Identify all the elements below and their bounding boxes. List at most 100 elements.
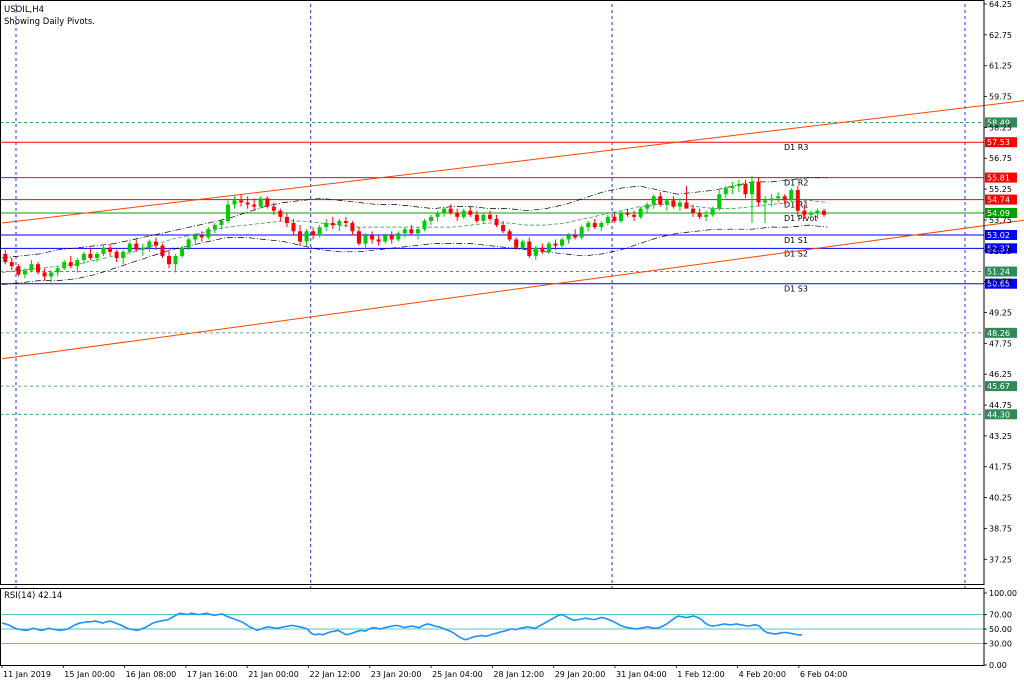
candle-body[interactable] bbox=[9, 262, 14, 267]
candle-body[interactable] bbox=[769, 198, 774, 201]
candle-body[interactable] bbox=[429, 216, 434, 221]
candle-body[interactable] bbox=[533, 247, 538, 256]
candle-body[interactable] bbox=[396, 233, 401, 240]
candle-body[interactable] bbox=[573, 235, 578, 238]
candle-body[interactable] bbox=[566, 235, 571, 240]
candle-body[interactable] bbox=[560, 239, 565, 246]
candle-body[interactable] bbox=[592, 223, 597, 228]
candle-body[interactable] bbox=[507, 231, 512, 240]
candle-body[interactable] bbox=[330, 223, 335, 226]
candle-body[interactable] bbox=[776, 196, 781, 199]
candle-body[interactable] bbox=[677, 202, 682, 207]
price-axis[interactable]: 58.49 51.24 48.26 45.67 44.30 57.53 55.81 54.74… bbox=[984, 0, 1017, 670]
candle-body[interactable] bbox=[638, 208, 643, 217]
candle-body[interactable] bbox=[311, 231, 316, 236]
candle-body[interactable] bbox=[743, 183, 748, 195]
candle-body[interactable] bbox=[304, 231, 309, 242]
candle-body[interactable] bbox=[49, 272, 54, 277]
candle-body[interactable] bbox=[704, 214, 709, 217]
candle-body[interactable] bbox=[402, 229, 407, 234]
candle-body[interactable] bbox=[324, 223, 329, 228]
candle-body[interactable] bbox=[605, 216, 610, 224]
candle-body[interactable] bbox=[265, 198, 270, 207]
candle-body[interactable] bbox=[101, 247, 106, 254]
candle-body[interactable] bbox=[173, 255, 178, 265]
candle-body[interactable] bbox=[245, 202, 250, 205]
candle-body[interactable] bbox=[749, 181, 754, 195]
candle-body[interactable] bbox=[383, 235, 388, 242]
candle-body[interactable] bbox=[212, 225, 217, 230]
candle-body[interactable] bbox=[586, 223, 591, 228]
candle-body[interactable] bbox=[140, 247, 145, 250]
candle-body[interactable] bbox=[625, 212, 630, 215]
candle-body[interactable] bbox=[153, 241, 158, 246]
candle-body[interactable] bbox=[782, 196, 787, 201]
candle-body[interactable] bbox=[298, 231, 303, 242]
candle-body[interactable] bbox=[540, 247, 545, 252]
candle-body[interactable] bbox=[599, 223, 604, 228]
candle-body[interactable] bbox=[710, 208, 715, 215]
candle-body[interactable] bbox=[514, 239, 519, 248]
candle-body[interactable] bbox=[664, 200, 669, 205]
candles-layer[interactable] bbox=[3, 175, 827, 283]
candle-body[interactable] bbox=[736, 183, 741, 187]
candle-body[interactable] bbox=[808, 212, 813, 215]
candle-body[interactable] bbox=[481, 214, 486, 221]
candle-body[interactable] bbox=[55, 268, 60, 273]
candle-body[interactable] bbox=[448, 208, 453, 213]
candle-body[interactable] bbox=[114, 251, 119, 258]
rsi-panel[interactable]: RSI(14) 42.14 bbox=[0, 588, 984, 665]
candle-body[interactable] bbox=[225, 204, 230, 221]
candle-body[interactable] bbox=[278, 210, 283, 217]
candle-body[interactable] bbox=[42, 272, 47, 277]
candle-body[interactable] bbox=[527, 241, 532, 256]
candle-body[interactable] bbox=[284, 216, 289, 224]
candle-body[interactable] bbox=[108, 247, 113, 252]
candle-body[interactable] bbox=[455, 212, 460, 217]
candle-body[interactable] bbox=[180, 247, 185, 256]
candle-body[interactable] bbox=[68, 262, 73, 267]
candle-body[interactable] bbox=[88, 253, 93, 258]
candle-body[interactable] bbox=[579, 227, 584, 238]
candle-body[interactable] bbox=[376, 239, 381, 242]
candle-body[interactable] bbox=[474, 214, 479, 221]
candle-body[interactable] bbox=[29, 264, 34, 271]
candle-body[interactable] bbox=[160, 245, 165, 256]
candle-body[interactable] bbox=[697, 212, 702, 217]
candle-body[interactable] bbox=[121, 251, 126, 258]
candle-body[interactable] bbox=[487, 214, 492, 219]
candle-body[interactable] bbox=[815, 210, 820, 213]
candle-body[interactable] bbox=[219, 220, 224, 226]
candle-body[interactable] bbox=[94, 253, 99, 258]
time-axis[interactable]: 11 Jan 2019 15 Jan 00:00 16 Jan 08:00 17 Ja… bbox=[1, 665, 847, 679]
candle-body[interactable] bbox=[389, 235, 394, 240]
candle-body[interactable] bbox=[134, 243, 139, 250]
candle-body[interactable] bbox=[717, 194, 722, 209]
candle-body[interactable] bbox=[3, 253, 8, 263]
candle-body[interactable] bbox=[22, 270, 27, 275]
candle-body[interactable] bbox=[651, 196, 656, 205]
candle-body[interactable] bbox=[252, 204, 257, 207]
candle-body[interactable] bbox=[343, 220, 348, 224]
candle-body[interactable] bbox=[658, 196, 663, 205]
candle-body[interactable] bbox=[186, 239, 191, 248]
candle-body[interactable] bbox=[802, 210, 807, 215]
candle-body[interactable] bbox=[730, 186, 735, 189]
candle-body[interactable] bbox=[645, 204, 650, 209]
candle-body[interactable] bbox=[415, 229, 420, 234]
candle-body[interactable] bbox=[337, 220, 342, 226]
rsi-line[interactable] bbox=[1, 612, 802, 641]
candle-body[interactable] bbox=[553, 243, 558, 246]
candle-body[interactable] bbox=[422, 220, 427, 230]
candle-body[interactable] bbox=[16, 266, 21, 275]
candle-body[interactable] bbox=[350, 223, 355, 232]
candle-body[interactable] bbox=[501, 225, 506, 232]
candle-body[interactable] bbox=[756, 181, 761, 203]
candle-body[interactable] bbox=[62, 262, 67, 269]
candle-body[interactable] bbox=[317, 227, 322, 236]
trend-line[interactable] bbox=[1, 200, 1024, 360]
candle-body[interactable] bbox=[206, 229, 211, 238]
candle-body[interactable] bbox=[618, 212, 623, 221]
candle-body[interactable] bbox=[546, 243, 551, 252]
